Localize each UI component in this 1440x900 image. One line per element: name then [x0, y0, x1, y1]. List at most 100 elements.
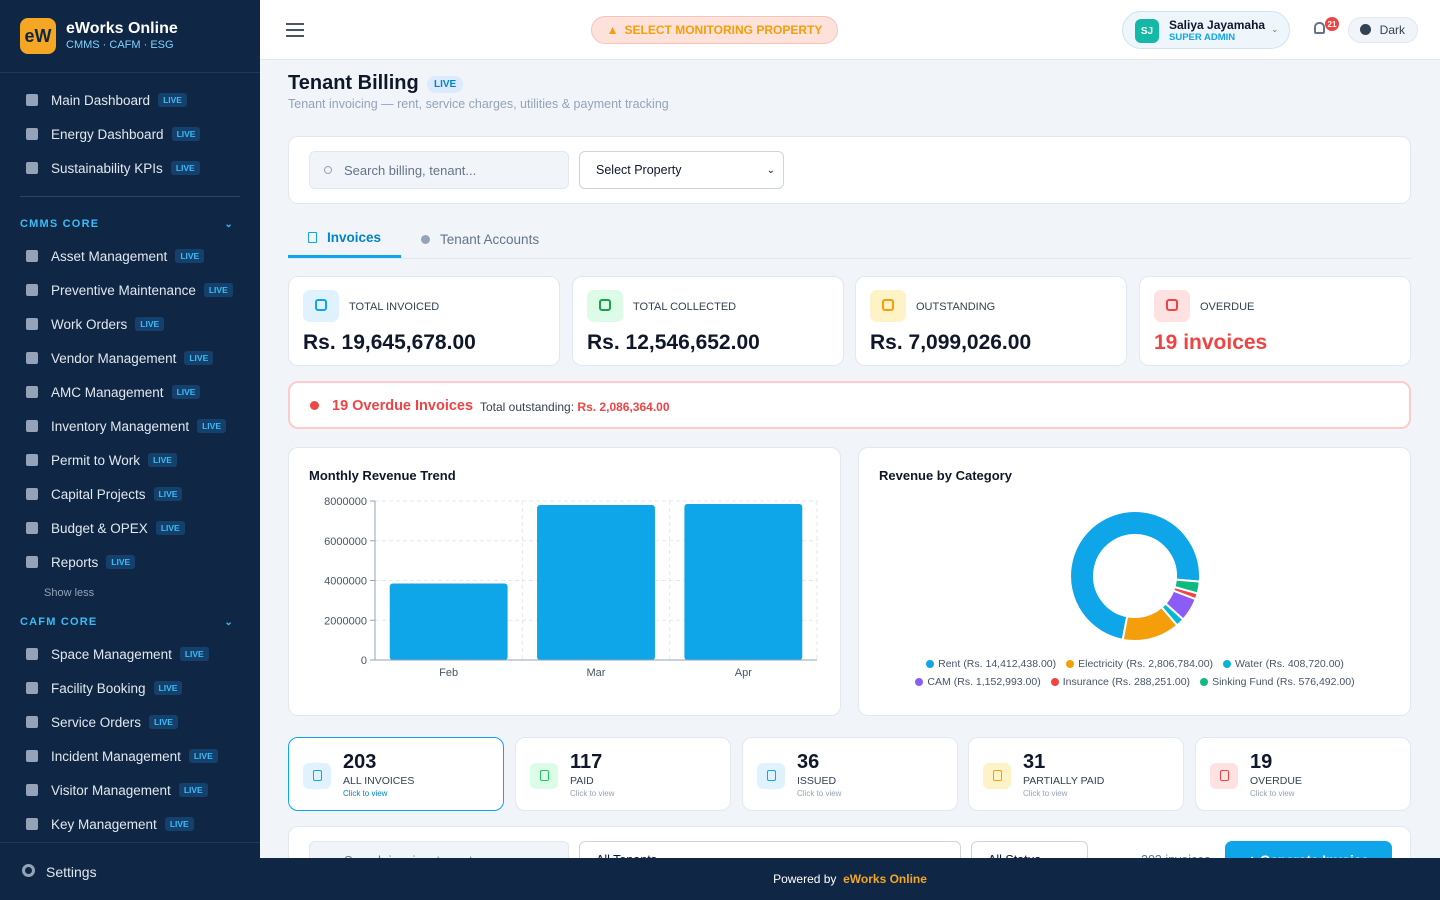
legend-value: (Rs. 408,720.00)	[1265, 658, 1344, 670]
nav-label: Vendor Management	[51, 350, 177, 366]
nav-label: Space Management	[51, 646, 172, 662]
legend-value: (Rs. 2,806,784.00)	[1126, 658, 1214, 670]
nav-item[interactable]: Preventive Maintenance LIVE	[0, 273, 260, 307]
nav: Main Dashboard LIVE Energy Dashboard LIVE Su…	[0, 83, 260, 841]
live-badge: LIVE	[179, 647, 209, 661]
alert-text: Total outstanding: Rs. 2,086,364.00	[480, 400, 670, 414]
show-less[interactable]: Show less	[44, 587, 95, 599]
footer-brand: eWorks Online	[843, 872, 927, 886]
legend-item: Water (Rs. 408,720.00)	[1223, 658, 1344, 670]
nav-label: Key Management	[51, 816, 157, 832]
nav-item[interactable]: Vendor Management LIVE	[0, 341, 260, 375]
tab[interactable]: Tenant Accounts	[421, 220, 561, 258]
status-card[interactable]: 117 PAID Click to view	[515, 737, 731, 811]
legend-item: Rent (Rs. 14,412,438.00)	[926, 658, 1056, 670]
divider	[20, 196, 240, 197]
live-badge: LIVE	[188, 749, 218, 763]
legend-value: (Rs. 1,152,993.00)	[953, 676, 1041, 688]
footer: Powered by eWorks Online	[260, 858, 1440, 900]
settings[interactable]: Settings	[0, 842, 260, 900]
live-badge: LIVE	[155, 521, 185, 535]
nav-item[interactable]: Visitor Management LIVE	[0, 773, 260, 807]
moon-icon	[1360, 24, 1371, 35]
legend-swatch	[1066, 660, 1075, 668]
nav-item[interactable]: Reports LIVE	[0, 545, 260, 579]
theme-toggle[interactable]: Dark	[1348, 17, 1418, 43]
live-badge: LIVE	[153, 681, 183, 695]
nav-item[interactable]: Capital Projects LIVE	[0, 477, 260, 511]
nav-icon	[26, 784, 38, 796]
tab[interactable]: Invoices	[288, 220, 401, 258]
live-badge: LIVE	[158, 93, 187, 107]
x-tick-label: Feb	[439, 667, 458, 679]
menu-button[interactable]	[286, 23, 304, 37]
status-card[interactable]: 31 PARTIALLY PAID Click to view	[968, 737, 1184, 811]
live-badge: LIVE	[106, 555, 136, 569]
icon-glyph	[312, 770, 322, 781]
y-tick-label: 4000000	[324, 576, 367, 588]
nav-item[interactable]: Incident Management LIVE	[0, 739, 260, 773]
nav-label: Inventory Management	[51, 418, 190, 434]
nav-item[interactable]: Facility Booking LIVE	[0, 671, 260, 705]
legend-label: CAM	[927, 676, 951, 688]
property-label: Select Property	[596, 163, 682, 177]
brand-logo[interactable]: eW	[20, 18, 56, 54]
icon-glyph	[539, 770, 549, 781]
bell[interactable]	[1314, 22, 1325, 34]
nav-label: Asset Management	[51, 248, 168, 264]
search-placeholder: Search billing, tenant...	[344, 162, 477, 178]
status-card[interactable]: 19 OVERDUE Click to view	[1195, 737, 1411, 811]
live-badge: LIVE	[170, 161, 200, 175]
nav-item[interactable]: Inventory Management LIVE	[0, 409, 260, 443]
nav-icon	[26, 250, 38, 262]
nav-item[interactable]: Key Management LIVE	[0, 807, 260, 841]
kpi-label: OVERDUE	[1200, 301, 1255, 313]
status-hint: Click to view	[1023, 789, 1068, 798]
theme-label: Dark	[1379, 23, 1405, 37]
status-label: ISSUED	[797, 775, 837, 787]
nav-label: Main Dashboard	[51, 92, 151, 108]
footer-prefix: Powered by	[773, 872, 837, 886]
status-label: OVERDUE	[1250, 775, 1302, 787]
brand-name: eWorks Online	[66, 20, 178, 37]
nav-icon	[26, 818, 38, 830]
nav-item[interactable]: Asset Management LIVE	[0, 239, 260, 273]
legend-label: Sinking Fund	[1212, 676, 1274, 688]
kpi-card: TOTAL COLLECTED Rs. 12,546,652.00	[572, 276, 844, 366]
nav-icon	[26, 284, 38, 296]
nav-item[interactable]: Permit to Work LIVE	[0, 443, 260, 477]
nav-section[interactable]: CAFM CORE ⌄	[0, 607, 260, 637]
nav-item[interactable]: Service Orders LIVE	[0, 705, 260, 739]
nav-item[interactable]: Work Orders LIVE	[0, 307, 260, 341]
nav-item[interactable]: Sustainability KPIs LIVE	[0, 151, 260, 185]
legend-swatch	[1200, 678, 1209, 686]
chevron: ⌄	[224, 218, 234, 230]
live-badge: LIVE	[135, 317, 165, 331]
bar	[684, 503, 803, 660]
status-icon	[303, 763, 331, 789]
status-card[interactable]: 203 ALL INVOICES Click to view	[288, 737, 504, 811]
nav-item[interactable]: Budget & OPEX LIVE	[0, 511, 260, 545]
y-tick-label: 6000000	[324, 536, 367, 548]
nav-section[interactable]: CMMS CORE ⌄	[0, 209, 260, 239]
nav-item[interactable]: AMC Management LIVE	[0, 375, 260, 409]
monitoring-button[interactable]: ▲ SELECT MONITORING PROPERTY	[591, 16, 838, 44]
search-input[interactable]: Search billing, tenant...	[309, 151, 569, 189]
kpi-icon	[1154, 290, 1190, 322]
nav-item[interactable]: Main Dashboard LIVE	[0, 83, 260, 117]
x-tick-label: Apr	[735, 667, 752, 679]
property-select[interactable]: Select Property ⌄	[579, 151, 784, 189]
kpi-label: TOTAL COLLECTED	[633, 301, 737, 313]
kpi-icon	[587, 290, 623, 322]
section-title: CMMS CORE	[20, 218, 100, 230]
status-card[interactable]: 36 ISSUED Click to view	[742, 737, 958, 811]
kpi-value: 19 invoices	[1154, 331, 1268, 354]
nav-icon	[26, 648, 38, 660]
chart-title: Revenue by Category	[879, 468, 1013, 483]
nav-item[interactable]: Space Management LIVE	[0, 637, 260, 671]
user-menu[interactable]: SJ Saliya Jayamaha SUPER ADMIN ⌄	[1122, 11, 1290, 49]
nav-item[interactable]: Energy Dashboard LIVE	[0, 117, 260, 151]
nav-icon	[26, 716, 38, 728]
overdue-alert[interactable]: 19 Overdue Invoices Total outstanding: R…	[288, 381, 1411, 429]
